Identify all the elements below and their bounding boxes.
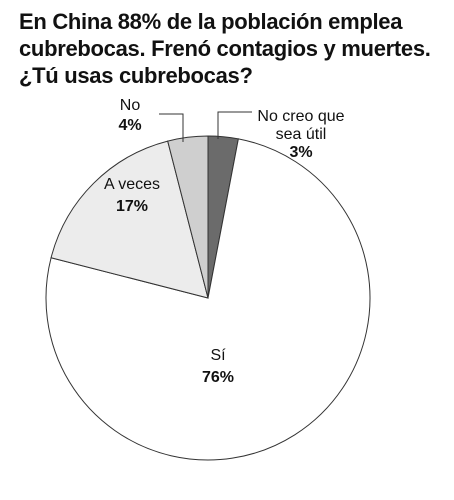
leader-line (159, 113, 184, 142)
slice-label: No 4% (118, 97, 141, 134)
slice-label: Sí 76% (202, 347, 234, 386)
pie-slice-no (167, 135, 209, 299)
slice-value-label: 17% (116, 198, 148, 215)
pie-slices (45, 135, 371, 461)
slice-value-label: 3% (289, 144, 312, 161)
pie-slice-s (45, 138, 371, 461)
slice-label-text: No (120, 97, 141, 114)
slice-labels: No creo que sea útil 3% Sí 76% A veces 17% No 4% (104, 97, 345, 386)
slice-label-text: Sí (210, 347, 226, 364)
leader-lines (159, 111, 252, 142)
slice-value-label: 76% (202, 369, 234, 386)
slice-label-text: sea útil (276, 126, 327, 143)
slice-label: A veces 17% (104, 176, 160, 215)
chart-title: En China 88% de la población emplea cubr… (19, 9, 431, 88)
slice-label-text: No creo que (257, 108, 344, 125)
leader-line (217, 111, 252, 139)
pie-slice-a-veces (50, 140, 209, 299)
slice-label-text: A veces (104, 176, 160, 193)
slice-value-label: 4% (118, 117, 141, 134)
slice-label: No creo que sea útil 3% (257, 108, 344, 161)
